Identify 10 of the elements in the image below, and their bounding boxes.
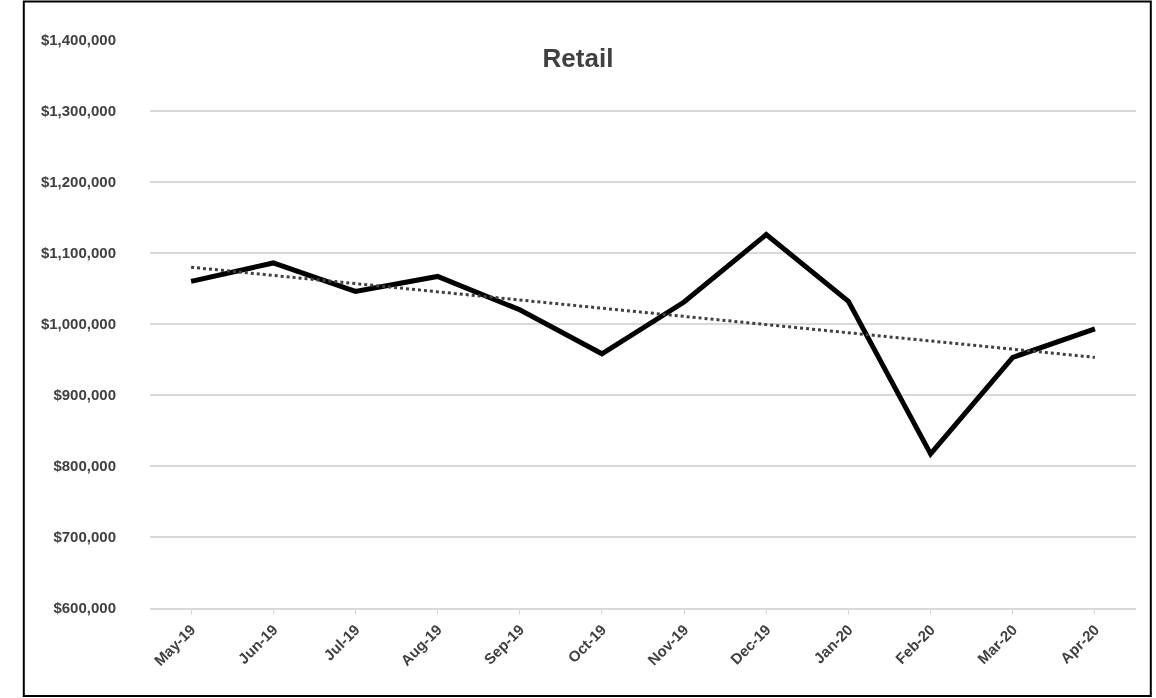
y-tick-label: $1,400,000: [40, 31, 116, 49]
chart-title: Retail: [542, 43, 614, 74]
y-tick-label: $600,000: [53, 599, 116, 617]
y-tick-label: $900,000: [53, 386, 116, 404]
y-tick-label: $1,300,000: [40, 102, 116, 120]
y-tick-label: $1,100,000: [40, 244, 116, 262]
y-tick-label: $1,000,000: [40, 315, 116, 333]
y-tick-label: $1,200,000: [40, 173, 116, 191]
y-tick-label: $700,000: [53, 528, 116, 546]
y-tick-label: $800,000: [53, 457, 116, 475]
